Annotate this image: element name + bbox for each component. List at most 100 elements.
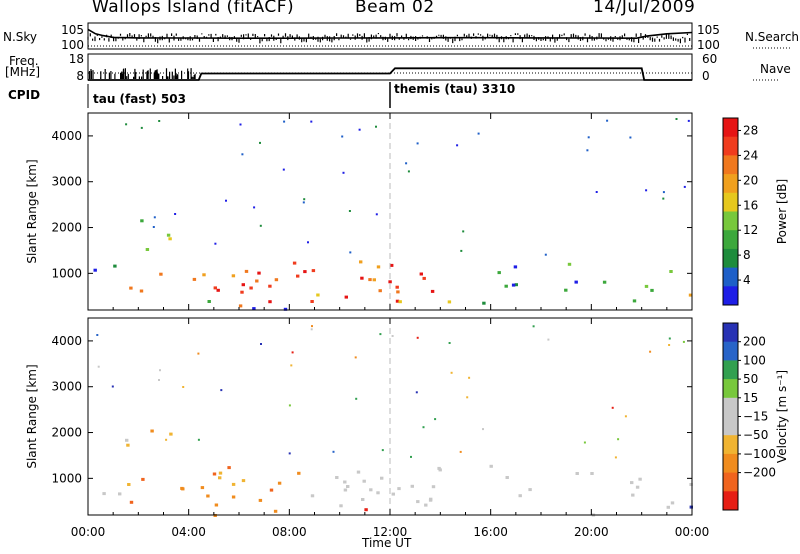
power-colorbar-segment (723, 174, 738, 194)
velocity-noise-dot (260, 343, 262, 345)
power-cell (213, 286, 217, 290)
velocity-cell (310, 494, 315, 498)
nsearch-tick-high: 105 (697, 23, 720, 37)
freq-label-top: Freq. (9, 54, 39, 68)
velocity-cell (129, 500, 134, 504)
velocity-colorbar-tick-label: −100 (743, 447, 776, 461)
velocity-cell (343, 488, 348, 492)
power-noise-dot (405, 162, 408, 165)
velocity-cell (689, 505, 693, 509)
velocity-cell (437, 466, 441, 470)
velocity-cell (346, 485, 350, 488)
power-noise-dot (460, 249, 463, 252)
velocity-cell (126, 443, 130, 447)
power-cell (207, 300, 211, 303)
power-cell (378, 289, 382, 293)
power-cell (241, 283, 245, 287)
nsearch-label: N.Search (745, 30, 800, 44)
power-colorbar-segment (723, 155, 738, 175)
power-noise-dot (595, 191, 598, 193)
power-noise-dot (675, 118, 678, 120)
velocity-noise-dot (668, 344, 671, 346)
velocity-cell (214, 503, 219, 507)
velocity-noise-dot (97, 365, 100, 368)
power-cell (504, 284, 508, 288)
velocity-cell (429, 497, 433, 501)
velocity-noise-dot (288, 404, 291, 407)
power-cell (168, 237, 172, 241)
velocity-cell (528, 488, 532, 492)
power-cell (564, 288, 568, 292)
velocity-cell (339, 504, 343, 508)
power-cell (430, 289, 435, 293)
power-cell (249, 286, 253, 290)
power-noise-dot (462, 230, 465, 233)
power-colorbar-segment (723, 118, 738, 138)
velocity-noise-dot (182, 386, 185, 388)
velocity-cell (635, 485, 640, 489)
velocity-cell (376, 491, 380, 495)
power-noise-dot (683, 185, 686, 188)
power-cell (650, 288, 654, 292)
velocity-noise-dot (197, 352, 200, 355)
power-colorbar-tick-label: 20 (743, 173, 758, 187)
velocity-cell (150, 429, 154, 433)
velocity-colorbar-segment (723, 323, 738, 343)
power-cell (159, 272, 163, 276)
velocity-noise-dot (547, 338, 550, 341)
x-tick-label: 12:00 (373, 525, 408, 539)
velocity-noise-dot (422, 426, 425, 429)
velocity-colorbar-tick-label: −200 (743, 466, 776, 480)
velocity-cell (356, 470, 361, 474)
power-cell (688, 293, 693, 297)
velocity-cell (218, 476, 222, 480)
beam-title: Beam 02 (355, 0, 435, 17)
frequency-sweeps (88, 68, 196, 79)
power-ytick-label: 4000 (51, 129, 82, 143)
power-cell (268, 284, 272, 288)
velocity-colorbar-tick-label: 200 (743, 335, 766, 349)
velocity-colorbar-segment (723, 491, 738, 511)
velocity-cell (125, 438, 129, 442)
power-cell (140, 219, 144, 223)
velocity-scatter-cells (96, 325, 693, 517)
power-cell (139, 289, 144, 293)
velocity-cell (424, 503, 428, 507)
velocity-noise-dot (468, 376, 471, 379)
power-colorbar-segment (723, 136, 738, 156)
power-cell (311, 269, 316, 273)
power-cell (602, 280, 607, 284)
power-cell (244, 269, 249, 273)
velocity-noise-dot (649, 350, 652, 353)
power-cell (316, 293, 320, 297)
velocity-cell (689, 483, 693, 486)
velocity-noise-dot (624, 415, 627, 418)
velocity-noise-dot (466, 396, 469, 399)
power-cell (274, 278, 279, 282)
power-cell (574, 280, 578, 284)
velocity-noise-dot (159, 369, 161, 372)
freq-panel-frame (87, 53, 693, 81)
power-cell (447, 300, 452, 304)
velocity-noise-dot (165, 438, 168, 441)
velocity-colorbar-tick-label: −15 (743, 410, 768, 424)
power-noise-dot (407, 170, 410, 173)
power-colorbar-segment (723, 192, 738, 212)
velocity-colorbar-tick-label: 15 (743, 391, 758, 405)
nave-tick-low: 0 (702, 69, 710, 83)
power-cell (255, 279, 259, 283)
noise-panel-frame (87, 22, 693, 50)
velocity-noise-dot (611, 406, 614, 409)
velocity-cell (575, 472, 579, 475)
power-noise-dot (342, 171, 345, 174)
power-colorbar-tick-label: 8 (743, 248, 751, 262)
power-cell (644, 284, 649, 288)
velocity-noise-dot (310, 328, 313, 331)
velocity-noise-dot (459, 450, 462, 453)
velocity-cell (227, 466, 231, 470)
power-colorbar-tick-label: 12 (743, 223, 758, 237)
velocity-panel-frame (87, 317, 693, 516)
velocity-cell (638, 477, 642, 481)
